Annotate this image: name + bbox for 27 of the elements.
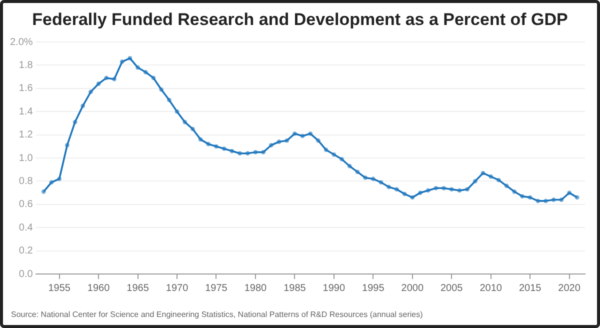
y-tick-label: 0.8 <box>18 176 34 187</box>
x-tick-label: 1975 <box>205 282 228 294</box>
y-tick-label: 0.6 <box>18 199 34 210</box>
source-note: Source: National Center for Science and Engineering Statistics, National Patterns of R&D Resources (annual series) <box>11 310 423 319</box>
x-tick-label: 1985 <box>284 282 306 294</box>
y-tick-label: 1.6 <box>18 83 34 94</box>
x-tick-label: 1995 <box>362 282 385 294</box>
y-tick-label: 0.4 <box>18 222 34 234</box>
x-tick-label: 1965 <box>126 282 150 294</box>
x-tick-label: 1960 <box>87 282 110 294</box>
y-tick-label: 1.2 <box>18 130 34 141</box>
x-tick-label: 2015 <box>518 282 542 294</box>
y-tick-label: 1.0 <box>18 152 34 164</box>
x-tick-label: 1955 <box>48 282 71 294</box>
x-tick-label: 1980 <box>244 282 268 294</box>
x-tick-label: 2020 <box>558 282 581 294</box>
x-tick-label: 2005 <box>440 282 464 294</box>
y-tick-label: 1.8 <box>18 60 34 71</box>
y-tick-label: 2.0% <box>10 36 33 48</box>
chart-title: Federally Funded Research and Development as a Percent of GDP <box>31 10 569 30</box>
y-tick-label: 1.4 <box>18 106 34 118</box>
x-tick-label: 1990 <box>322 282 346 294</box>
y-tick-label: 0.2 <box>18 246 34 257</box>
y-tick-label: 0.0 <box>18 268 34 280</box>
x-tick-label: 1970 <box>166 282 189 294</box>
x-tick-label: 2000 <box>401 282 424 294</box>
x-tick-label: 2010 <box>480 282 502 294</box>
